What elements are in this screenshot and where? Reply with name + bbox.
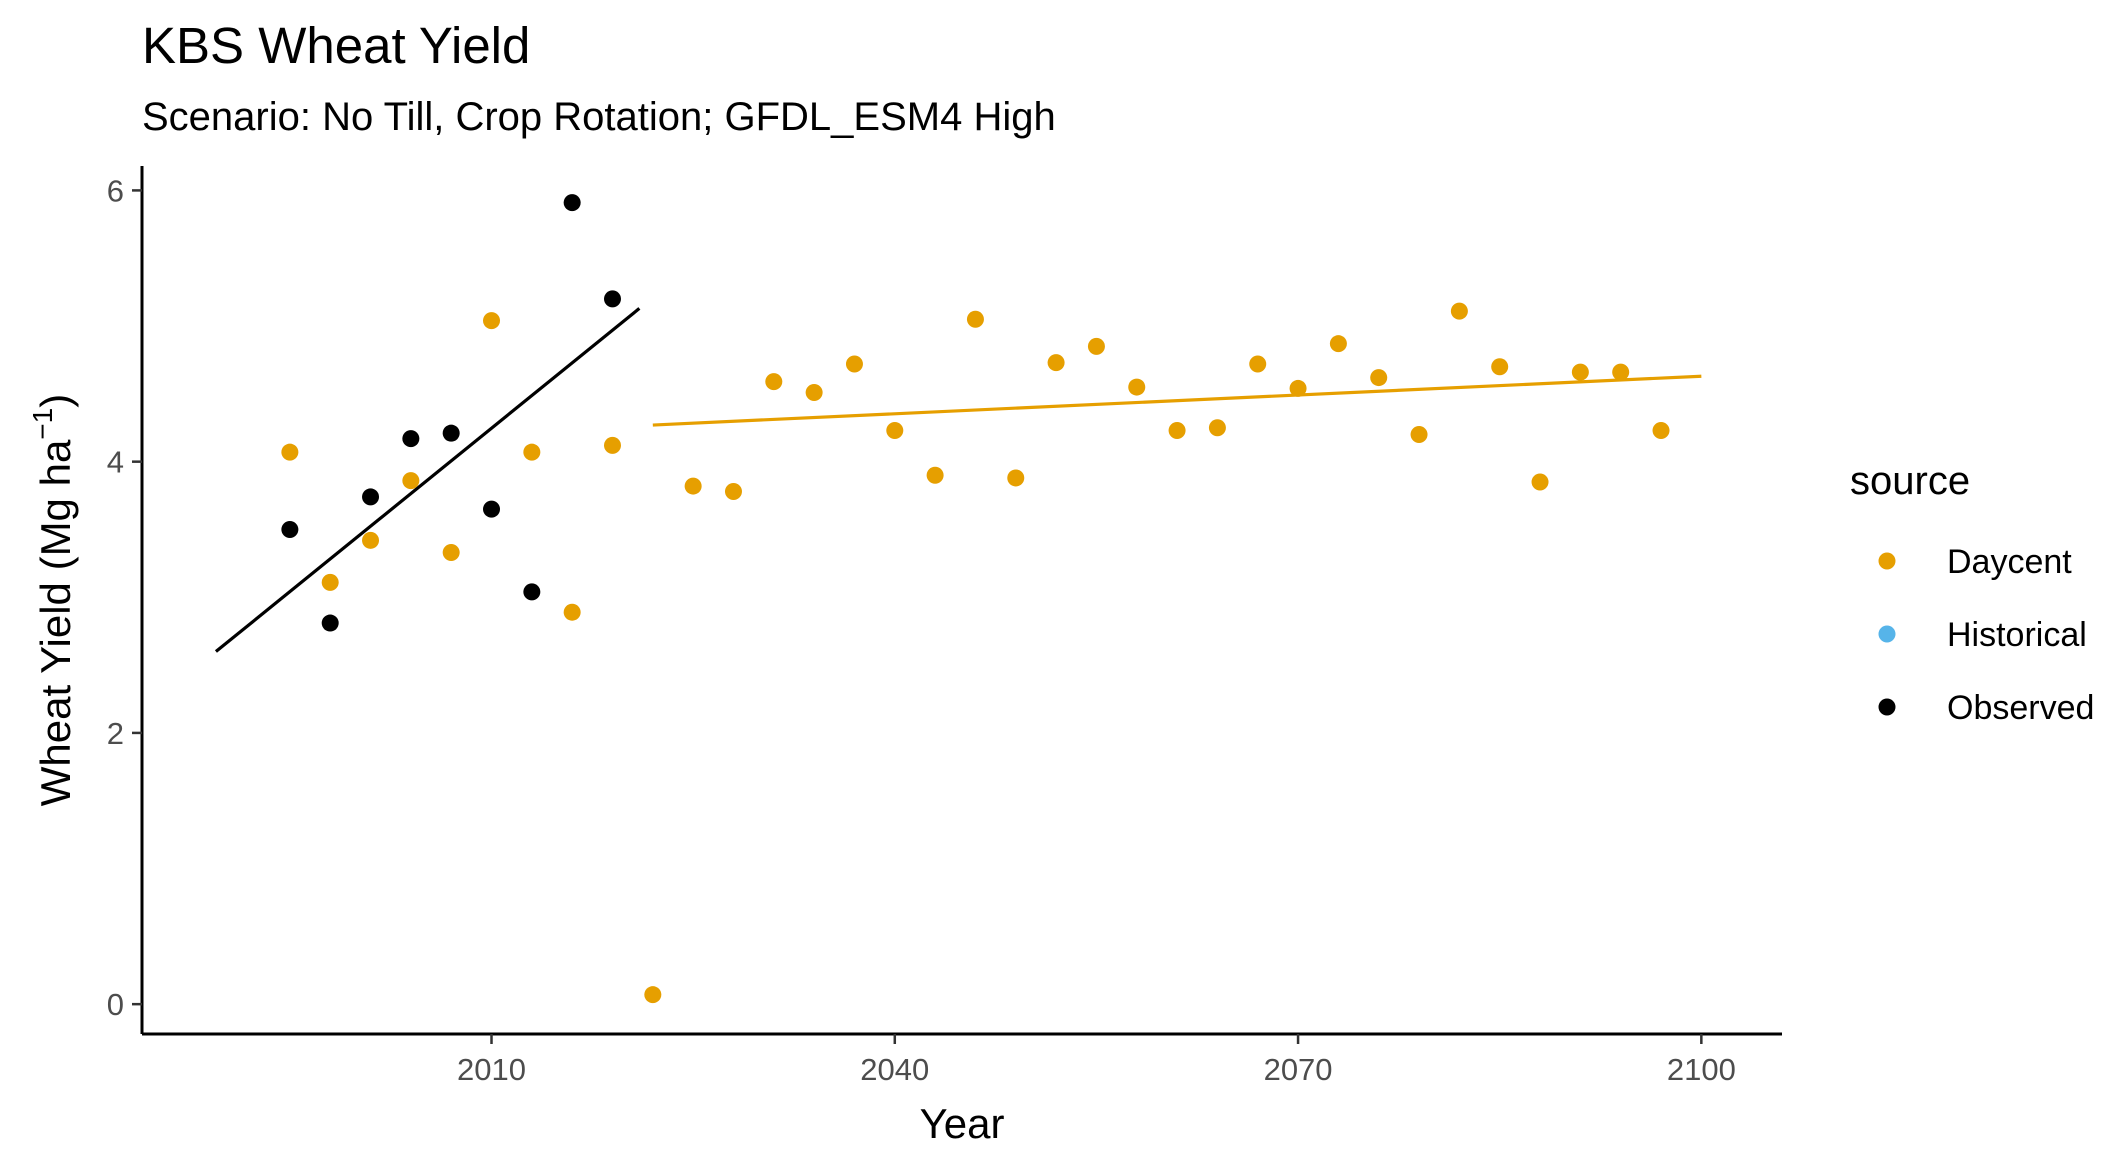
data-point-daycent xyxy=(1007,469,1025,487)
data-point-daycent xyxy=(1410,426,1428,444)
trendline-daycent xyxy=(652,374,1702,427)
plot-panel xyxy=(214,194,1702,1004)
data-point-daycent xyxy=(1652,421,1670,439)
x-tick-label: 2010 xyxy=(457,1052,526,1087)
data-point-observed xyxy=(442,424,460,442)
x-axis-ticks: 2010 2040 2070 2100 xyxy=(457,1034,1736,1087)
data-point-daycent xyxy=(1289,379,1307,397)
data-point-observed xyxy=(603,290,621,308)
data-point-daycent xyxy=(1329,335,1347,353)
y-axis-title-superscript: −1 xyxy=(27,408,58,440)
legend-label-daycent: Daycent xyxy=(1947,543,2072,581)
data-point-daycent xyxy=(523,443,541,461)
data-point-daycent xyxy=(442,544,460,562)
data-point-daycent xyxy=(1047,354,1065,372)
y-axis-title: Wheat Yield (Mg ha−1) xyxy=(27,394,79,806)
data-point-daycent xyxy=(644,986,662,1004)
data-point-observed xyxy=(402,430,420,448)
data-point-daycent xyxy=(1128,378,1146,396)
data-point-daycent xyxy=(603,436,621,454)
y-tick-label: 2 xyxy=(107,716,124,751)
data-point-daycent xyxy=(1491,358,1509,376)
legend-items: Daycent Historical Observed xyxy=(1878,543,2094,727)
data-point-daycent xyxy=(1370,369,1388,387)
x-tick-label: 2040 xyxy=(860,1052,929,1087)
data-point-daycent xyxy=(1612,363,1630,381)
data-point-daycent xyxy=(684,477,702,495)
data-point-daycent xyxy=(1087,337,1105,355)
data-point-daycent xyxy=(362,531,380,549)
data-point-daycent xyxy=(845,355,863,373)
data-point-observed xyxy=(563,194,581,212)
y-tick-label: 4 xyxy=(107,445,124,480)
data-point-daycent xyxy=(724,483,742,500)
data-point-daycent xyxy=(483,312,501,330)
data-point-daycent xyxy=(281,443,299,461)
data-point-daycent xyxy=(886,421,904,439)
data-point-observed xyxy=(362,488,380,506)
data-point-daycent xyxy=(321,573,339,591)
legend-label-observed: Observed xyxy=(1947,689,2094,727)
y-axis-title-main: Wheat Yield (Mg ha xyxy=(32,439,79,806)
data-point-daycent xyxy=(765,373,783,391)
legend-key-historical xyxy=(1878,625,1896,643)
data-point-daycent xyxy=(805,383,823,401)
trendline-observed xyxy=(214,307,641,653)
data-point-daycent xyxy=(1168,421,1186,439)
legend-key-daycent xyxy=(1878,552,1896,570)
legend: source Daycent Historical Observed xyxy=(1850,459,2094,727)
y-axis-title-close: ) xyxy=(32,394,79,408)
x-axis-title: Year xyxy=(920,1100,1005,1147)
data-point-daycent xyxy=(563,603,581,621)
y-tick-label: 0 xyxy=(107,987,124,1022)
data-points-layer xyxy=(281,194,1670,1004)
data-point-daycent xyxy=(1249,355,1267,373)
trendline-layer xyxy=(214,307,1702,653)
x-tick-label: 2070 xyxy=(1264,1052,1333,1087)
legend-title: source xyxy=(1850,459,1970,503)
legend-label-historical: Historical xyxy=(1947,616,2087,654)
chart-title: KBS Wheat Yield xyxy=(142,17,530,74)
data-point-daycent xyxy=(402,472,420,490)
legend-key-observed xyxy=(1878,698,1896,716)
y-tick-label: 6 xyxy=(107,173,124,208)
data-point-daycent xyxy=(966,310,984,328)
x-tick-label: 2100 xyxy=(1667,1052,1736,1087)
chart-subtitle: Scenario: No Till, Crop Rotation; GFDL_E… xyxy=(142,95,1056,139)
data-point-daycent xyxy=(926,466,944,484)
data-point-observed xyxy=(321,614,339,632)
data-point-daycent xyxy=(1208,419,1226,437)
data-point-observed xyxy=(483,500,501,518)
data-point-daycent xyxy=(1571,363,1589,381)
data-point-daycent xyxy=(1531,473,1549,491)
data-point-observed xyxy=(281,520,299,538)
data-point-daycent xyxy=(1450,302,1468,320)
y-axis-ticks: 0 2 4 6 xyxy=(107,173,142,1022)
data-point-observed xyxy=(523,583,541,601)
